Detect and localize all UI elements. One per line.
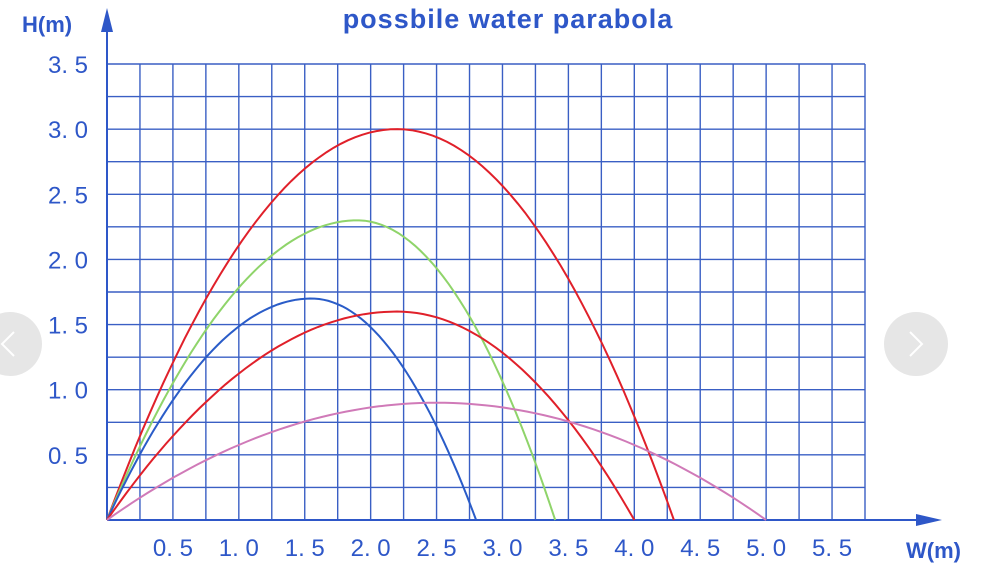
- x-tick-label: 5. 0: [746, 535, 786, 562]
- y-tick-label: 2. 5: [48, 182, 88, 209]
- y-tick-label: 1. 0: [48, 378, 88, 405]
- y-axis-label: H(m): [22, 12, 72, 37]
- series-line-1: [106, 128, 675, 521]
- x-tick-label: 5. 5: [812, 535, 852, 562]
- tick-labels: 0. 5 1. 0 1. 5 2. 0 2. 5 3. 0 3. 5 4. 0 4. 5 5. 0…: [48, 52, 852, 562]
- x-axis-label: W(m): [906, 538, 961, 563]
- x-axis-arrow: [916, 514, 942, 526]
- x-tick-label: 2. 5: [417, 535, 457, 562]
- series-line-3: [106, 297, 478, 521]
- y-tick-label: 3. 0: [48, 117, 88, 144]
- next-button[interactable]: [884, 312, 948, 376]
- x-tick-label: 0. 5: [153, 535, 193, 562]
- series-line-2: [106, 219, 557, 521]
- axes: [101, 8, 942, 526]
- x-tick-label: 2. 0: [351, 535, 391, 562]
- series: [106, 128, 767, 521]
- series-line-4: [106, 310, 636, 521]
- chart-title: possbile water parabola: [343, 4, 674, 34]
- y-tick-label: 0. 5: [48, 443, 88, 470]
- y-axis-arrow: [101, 8, 113, 32]
- x-tick-label: 4. 0: [614, 535, 654, 562]
- prev-button[interactable]: [0, 312, 42, 376]
- y-tick-label: 1. 5: [48, 313, 88, 340]
- chevron-right-icon: [909, 331, 924, 357]
- y-tick-label: 3. 5: [48, 52, 88, 79]
- grid: [107, 63, 866, 520]
- x-tick-label: 3. 5: [548, 535, 588, 562]
- x-tick-label: 1. 0: [219, 535, 259, 562]
- x-tick-label: 3. 0: [482, 535, 522, 562]
- x-tick-label: 4. 5: [680, 535, 720, 562]
- x-tick-label: 1. 5: [285, 535, 325, 562]
- chevron-left-icon: [0, 331, 15, 357]
- y-tick-label: 2. 0: [48, 247, 88, 274]
- series-line-5: [106, 401, 767, 521]
